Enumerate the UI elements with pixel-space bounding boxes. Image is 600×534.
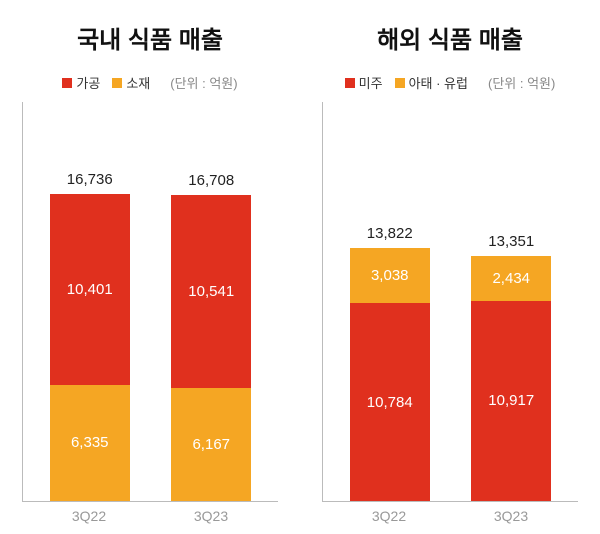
bar-segment: 10,401 [50,194,130,385]
legend-label: 소재 [126,73,150,92]
plot-area: 16,736 10,4016,335 16,708 10,5416,167 [22,102,278,502]
x-tick-label: 3Q23 [494,508,528,524]
bar-segment: 2,434 [471,256,551,301]
bar-segment: 6,335 [50,385,130,501]
legend-swatch [395,78,405,88]
bar-group: 16,736 10,4016,335 [50,171,130,501]
legend-item: 미주 [345,73,383,92]
legend-item: 소재 [112,73,150,92]
bar-segment: 3,038 [350,248,430,304]
bar-segment: 6,167 [171,388,251,501]
legend-row: 가공 소재 (단위 : 억원) [10,73,290,92]
x-axis-labels: 3Q22 3Q23 [22,508,278,524]
chart-title: 국내 식품 매출 [10,20,290,55]
legend-row: 미주 아태 · 유럽 (단위 : 억원) [310,73,590,92]
bar-group: 13,351 2,43410,917 [471,233,551,501]
bar-total-label: 16,708 [188,172,234,189]
stacked-bar: 3,03810,784 [350,248,430,501]
chart-title: 해외 식품 매출 [310,20,590,55]
legend-label: 가공 [76,73,100,92]
unit-label: (단위 : 억원) [488,73,555,92]
x-tick-label: 3Q22 [372,508,406,524]
bar-total-label: 13,822 [367,225,413,242]
stacked-bar: 10,5416,167 [171,195,251,501]
bar-segment: 10,917 [471,301,551,501]
chart-panel-domestic: 국내 식품 매출 가공 소재 (단위 : 억원) 16,736 10,4016,3… [0,0,300,534]
x-tick-label: 3Q22 [72,508,106,524]
stacked-bar: 2,43410,917 [471,256,551,501]
bars-container: 16,736 10,4016,335 16,708 10,5416,167 [23,102,278,501]
unit-label: (단위 : 억원) [170,73,237,92]
bar-segment: 10,784 [350,303,430,501]
bar-total-label: 13,351 [488,233,534,250]
chart-panel-overseas: 해외 식품 매출 미주 아태 · 유럽 (단위 : 억원) 13,822 3,03… [300,0,600,534]
bar-group: 16,708 10,5416,167 [171,172,251,501]
x-axis-labels: 3Q22 3Q23 [322,508,578,524]
plot-area: 13,822 3,03810,784 13,351 2,43410,917 [322,102,578,502]
bar-group: 13,822 3,03810,784 [350,225,430,501]
legend-item: 아태 · 유럽 [395,73,468,92]
x-tick-label: 3Q23 [194,508,228,524]
legend-label: 아태 · 유럽 [409,73,468,92]
legend-swatch [112,78,122,88]
legend-item: 가공 [62,73,100,92]
stacked-bar: 10,4016,335 [50,194,130,501]
bar-total-label: 16,736 [67,171,113,188]
legend-swatch [62,78,72,88]
legend-label: 미주 [359,73,383,92]
bar-segment: 10,541 [171,195,251,388]
bars-container: 13,822 3,03810,784 13,351 2,43410,917 [323,102,578,501]
legend-swatch [345,78,355,88]
